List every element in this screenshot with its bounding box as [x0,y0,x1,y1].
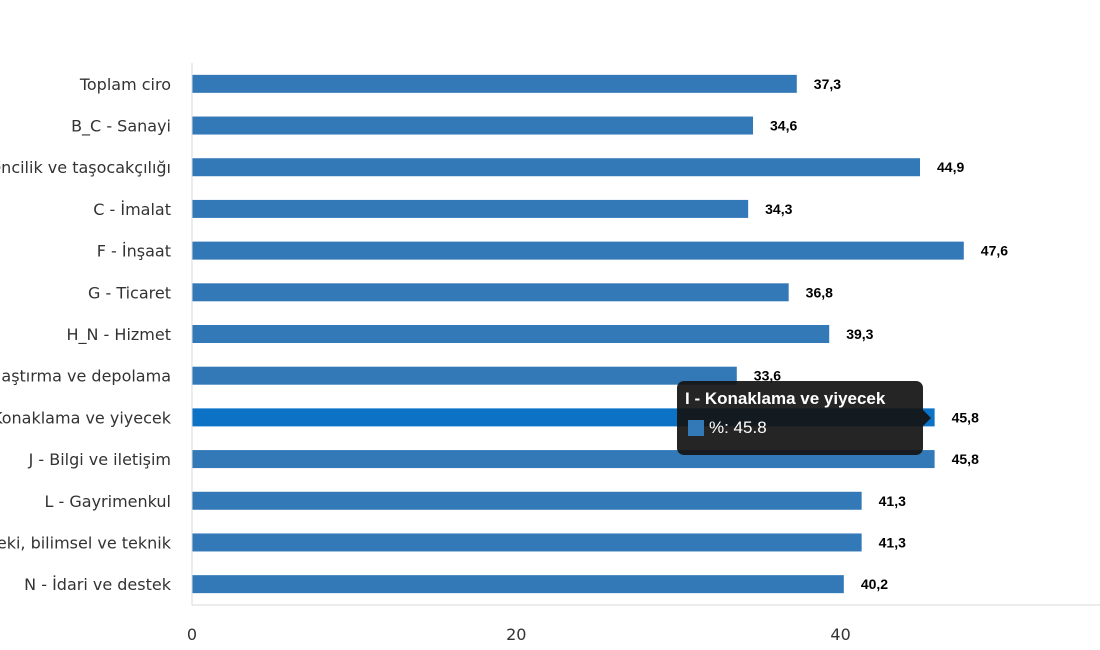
data-label: 45,8 [952,409,979,425]
data-label: 36,8 [806,284,833,300]
data-label: 34,3 [765,201,792,217]
tooltip-value: %: 45.8 [709,418,767,437]
bar[interactable] [192,158,921,177]
category-label: B_C - Sanayi [71,117,171,137]
x-tick-label: 20 [506,625,526,644]
tooltip-title: I - Konaklama ve yiyecek [685,389,886,408]
bar[interactable] [192,533,862,552]
bar[interactable] [192,325,830,343]
bar[interactable] [192,491,862,510]
category-label: H_N - Hizmet [66,325,171,345]
data-label: 39,3 [846,326,873,342]
data-label: 45,8 [952,451,979,467]
chart-tooltip: I - Konaklama ve yiyecek %: 45.8 [677,381,931,455]
data-label: 47,6 [981,243,1008,259]
data-label: 41,3 [879,493,906,509]
tooltip-pointer [923,410,931,426]
data-label: 34,6 [770,118,797,134]
category-label: N - İdari ve destek [24,575,172,594]
tooltip-row: %: 45.8 [685,418,915,438]
data-label: 33,6 [754,368,781,384]
bar[interactable] [192,199,749,218]
bar[interactable] [192,116,754,135]
category-label: I - Konaklama ve yiyecek [0,408,172,427]
x-tick-label: 40 [830,625,850,644]
category-label: G - Ticaret [88,283,171,302]
tooltip-series-swatch [688,420,704,436]
category-label: B - Madencilik ve taşocakçılığı [0,158,171,177]
category-label: J - Bilgi ve iletişim [28,450,171,469]
category-label: H - Ulaştırma ve depolama [0,367,171,386]
data-label: 44,9 [937,159,964,175]
category-label: Toplam ciro [79,75,171,94]
bar[interactable] [192,366,737,385]
bar[interactable] [192,241,964,260]
data-label: 41,3 [879,534,906,550]
category-label: F - İnşaat [97,242,171,261]
category-label: L - Gayrimenkul [45,492,171,511]
bar[interactable] [192,575,844,594]
x-tick-label: 0 [187,625,197,644]
category-label: M - Mesleki, bilimsel ve teknik [0,533,172,552]
data-label: 40,2 [861,576,888,592]
data-label: 37,3 [814,76,841,92]
category-label: C - İmalat [93,200,171,219]
bar[interactable] [192,283,789,302]
bar[interactable] [192,74,797,93]
